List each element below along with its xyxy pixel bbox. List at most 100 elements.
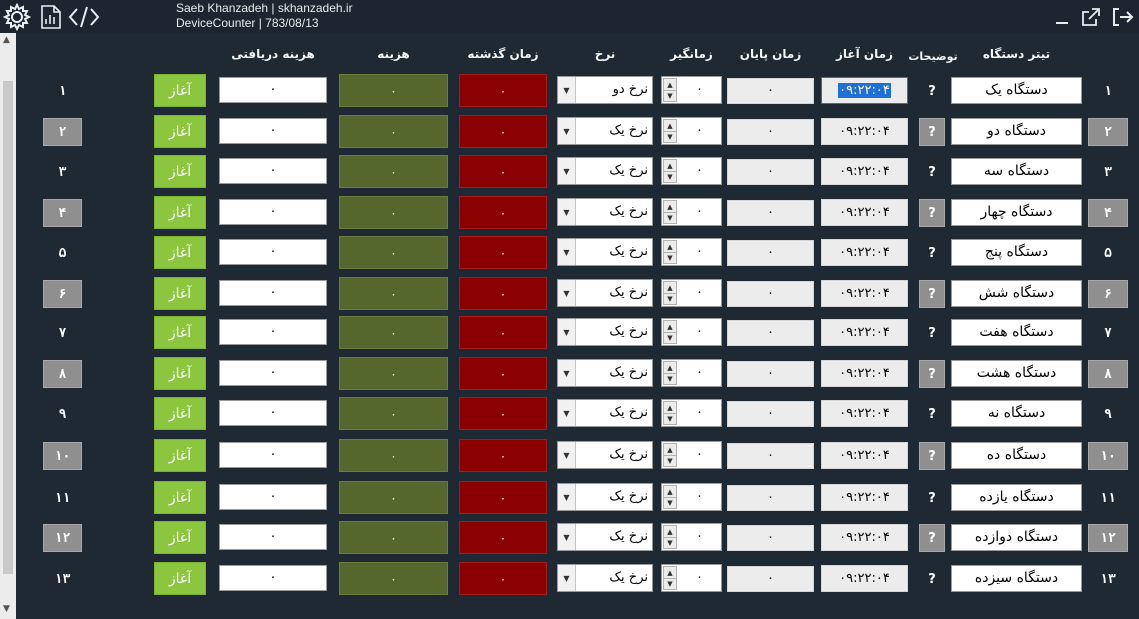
stepper-down-icon[interactable]: ▼ (667, 538, 673, 547)
stepper-down-icon[interactable]: ▼ (667, 579, 673, 588)
stepper-buttons[interactable]: ▲ ▼ (663, 240, 677, 264)
scroll-down-icon[interactable]: ▼ (3, 604, 10, 614)
chevron-down-icon[interactable]: ▼ (558, 565, 576, 591)
chevron-down-icon[interactable]: ▼ (558, 280, 576, 306)
timer-value[interactable]: ۰ (696, 365, 703, 380)
device-title-input[interactable]: دستگاه یازده (951, 484, 1082, 511)
timer-value[interactable]: ۰ (696, 489, 703, 504)
received-cost-input[interactable]: ۰ (219, 118, 327, 144)
rate-select[interactable]: ▼ نرخ دو (557, 76, 653, 104)
stepper-down-icon[interactable]: ▼ (667, 294, 673, 303)
stepper-down-icon[interactable]: ▼ (667, 213, 673, 222)
device-title-input[interactable]: دستگاه دو (951, 118, 1082, 145)
rate-select[interactable]: ▼ نرخ یک (557, 564, 653, 592)
stepper-buttons[interactable]: ▲ ▼ (663, 566, 677, 590)
logout-icon[interactable] (1110, 6, 1136, 28)
end-time-field[interactable]: ۰ (727, 119, 814, 145)
rate-select[interactable]: ▼ نرخ یک (557, 157, 653, 185)
start-time-field[interactable]: ۰۹:۲۲:۰۴ (821, 565, 908, 592)
received-cost-input[interactable]: ۰ (219, 77, 327, 103)
scroll-up-icon[interactable]: ▲ (3, 35, 10, 45)
chevron-down-icon[interactable]: ▼ (558, 319, 576, 345)
timer-stepper[interactable]: ▲ ▼ ۰ (661, 76, 722, 104)
end-time-field[interactable]: ۰ (727, 525, 814, 551)
received-cost-input[interactable]: ۰ (219, 565, 327, 591)
received-cost-input[interactable]: ۰ (219, 484, 327, 510)
rate-select[interactable]: ▼ نرخ یک (557, 198, 653, 226)
chevron-down-icon[interactable]: ▼ (558, 77, 576, 103)
stepper-buttons[interactable]: ▲ ▼ (663, 200, 677, 224)
description-button[interactable]: ? (928, 406, 936, 422)
description-button[interactable]: ? (919, 524, 945, 552)
chevron-down-icon[interactable]: ▼ (558, 442, 576, 468)
timer-value[interactable]: ۰ (696, 529, 703, 544)
settings-gear-icon[interactable] (1, 3, 33, 31)
device-title-input[interactable]: دستگاه یک (951, 77, 1082, 104)
start-time-field[interactable]: ۰۹:۲۲:۰۴ (821, 524, 908, 551)
device-title-input[interactable]: دستگاه پنج (951, 239, 1082, 266)
chevron-down-icon[interactable]: ▼ (558, 400, 576, 426)
start-time-field[interactable]: ۰۹:۲۲:۰۴ (821, 118, 908, 145)
rate-select[interactable]: ▼ نرخ یک (557, 483, 653, 511)
start-button[interactable]: آغاز (154, 155, 206, 188)
timer-stepper[interactable]: ▲ ▼ ۰ (661, 523, 722, 551)
timer-stepper[interactable]: ▲ ▼ ۰ (661, 483, 722, 511)
timer-stepper[interactable]: ▲ ▼ ۰ (661, 359, 722, 387)
end-time-field[interactable]: ۰ (727, 566, 814, 592)
stepper-up-icon[interactable]: ▲ (664, 120, 676, 132)
stepper-up-icon[interactable]: ▲ (664, 567, 676, 579)
start-button[interactable]: آغاز (154, 562, 206, 595)
stepper-up-icon[interactable]: ▲ (664, 444, 676, 456)
start-button[interactable]: آغاز (154, 397, 206, 430)
stepper-buttons[interactable]: ▲ ▼ (663, 443, 677, 467)
code-icon[interactable] (67, 3, 101, 31)
timer-value[interactable]: ۰ (696, 405, 703, 420)
start-button[interactable]: آغاز (154, 277, 206, 310)
stepper-buttons[interactable]: ▲ ▼ (663, 485, 677, 509)
stepper-down-icon[interactable]: ▼ (667, 172, 673, 181)
stepper-buttons[interactable]: ▲ ▼ (663, 320, 677, 344)
timer-value[interactable]: ۰ (696, 123, 703, 138)
stepper-down-icon[interactable]: ▼ (667, 414, 673, 423)
description-button[interactable]: ? (919, 442, 945, 470)
chevron-down-icon[interactable]: ▼ (558, 524, 576, 550)
timer-value[interactable]: ۰ (696, 82, 703, 97)
device-title-input[interactable]: دستگاه هشت (951, 360, 1082, 387)
stepper-buttons[interactable]: ▲ ▼ (663, 159, 677, 183)
timer-value[interactable]: ۰ (696, 285, 703, 300)
start-time-field[interactable]: ۰۹:۲۲:۰۴ (821, 319, 908, 346)
received-cost-input[interactable]: ۰ (219, 319, 327, 345)
stepper-up-icon[interactable]: ▲ (664, 526, 676, 538)
device-title-input[interactable]: دستگاه سیزده (951, 565, 1082, 592)
chevron-down-icon[interactable]: ▼ (558, 239, 576, 265)
chevron-down-icon[interactable]: ▼ (558, 158, 576, 184)
stepper-up-icon[interactable]: ▲ (664, 362, 676, 374)
rate-select[interactable]: ▼ نرخ یک (557, 359, 653, 387)
start-button[interactable]: آغاز (154, 115, 206, 148)
stepper-down-icon[interactable]: ▼ (667, 333, 673, 342)
end-time-field[interactable]: ۰ (727, 281, 814, 307)
vertical-scrollbar[interactable]: ▲ ▼ (0, 33, 16, 619)
received-cost-input[interactable]: ۰ (219, 199, 327, 225)
start-button[interactable]: آغاز (154, 74, 206, 107)
description-button[interactable]: ? (919, 280, 945, 308)
timer-value[interactable]: ۰ (696, 163, 703, 178)
start-time-field[interactable]: ۰۹:۲۲:۰۴ (821, 199, 908, 226)
device-title-input[interactable]: دستگاه ده (951, 442, 1082, 469)
stepper-buttons[interactable]: ▲ ▼ (663, 281, 677, 305)
stepper-down-icon[interactable]: ▼ (667, 132, 673, 141)
timer-stepper[interactable]: ▲ ▼ ۰ (661, 564, 722, 592)
received-cost-input[interactable]: ۰ (219, 360, 327, 386)
end-time-field[interactable]: ۰ (727, 78, 814, 104)
chevron-down-icon[interactable]: ▼ (558, 484, 576, 510)
start-button[interactable]: آغاز (154, 357, 206, 390)
device-title-input[interactable]: دستگاه سه (951, 158, 1082, 185)
rate-select[interactable]: ▼ نرخ یک (557, 318, 653, 346)
description-button[interactable]: ? (919, 360, 945, 388)
stepper-up-icon[interactable]: ▲ (664, 241, 676, 253)
start-button[interactable]: آغاز (154, 439, 206, 472)
start-button[interactable]: آغاز (154, 521, 206, 554)
stepper-buttons[interactable]: ▲ ▼ (663, 525, 677, 549)
timer-value[interactable]: ۰ (696, 204, 703, 219)
stepper-down-icon[interactable]: ▼ (667, 374, 673, 383)
